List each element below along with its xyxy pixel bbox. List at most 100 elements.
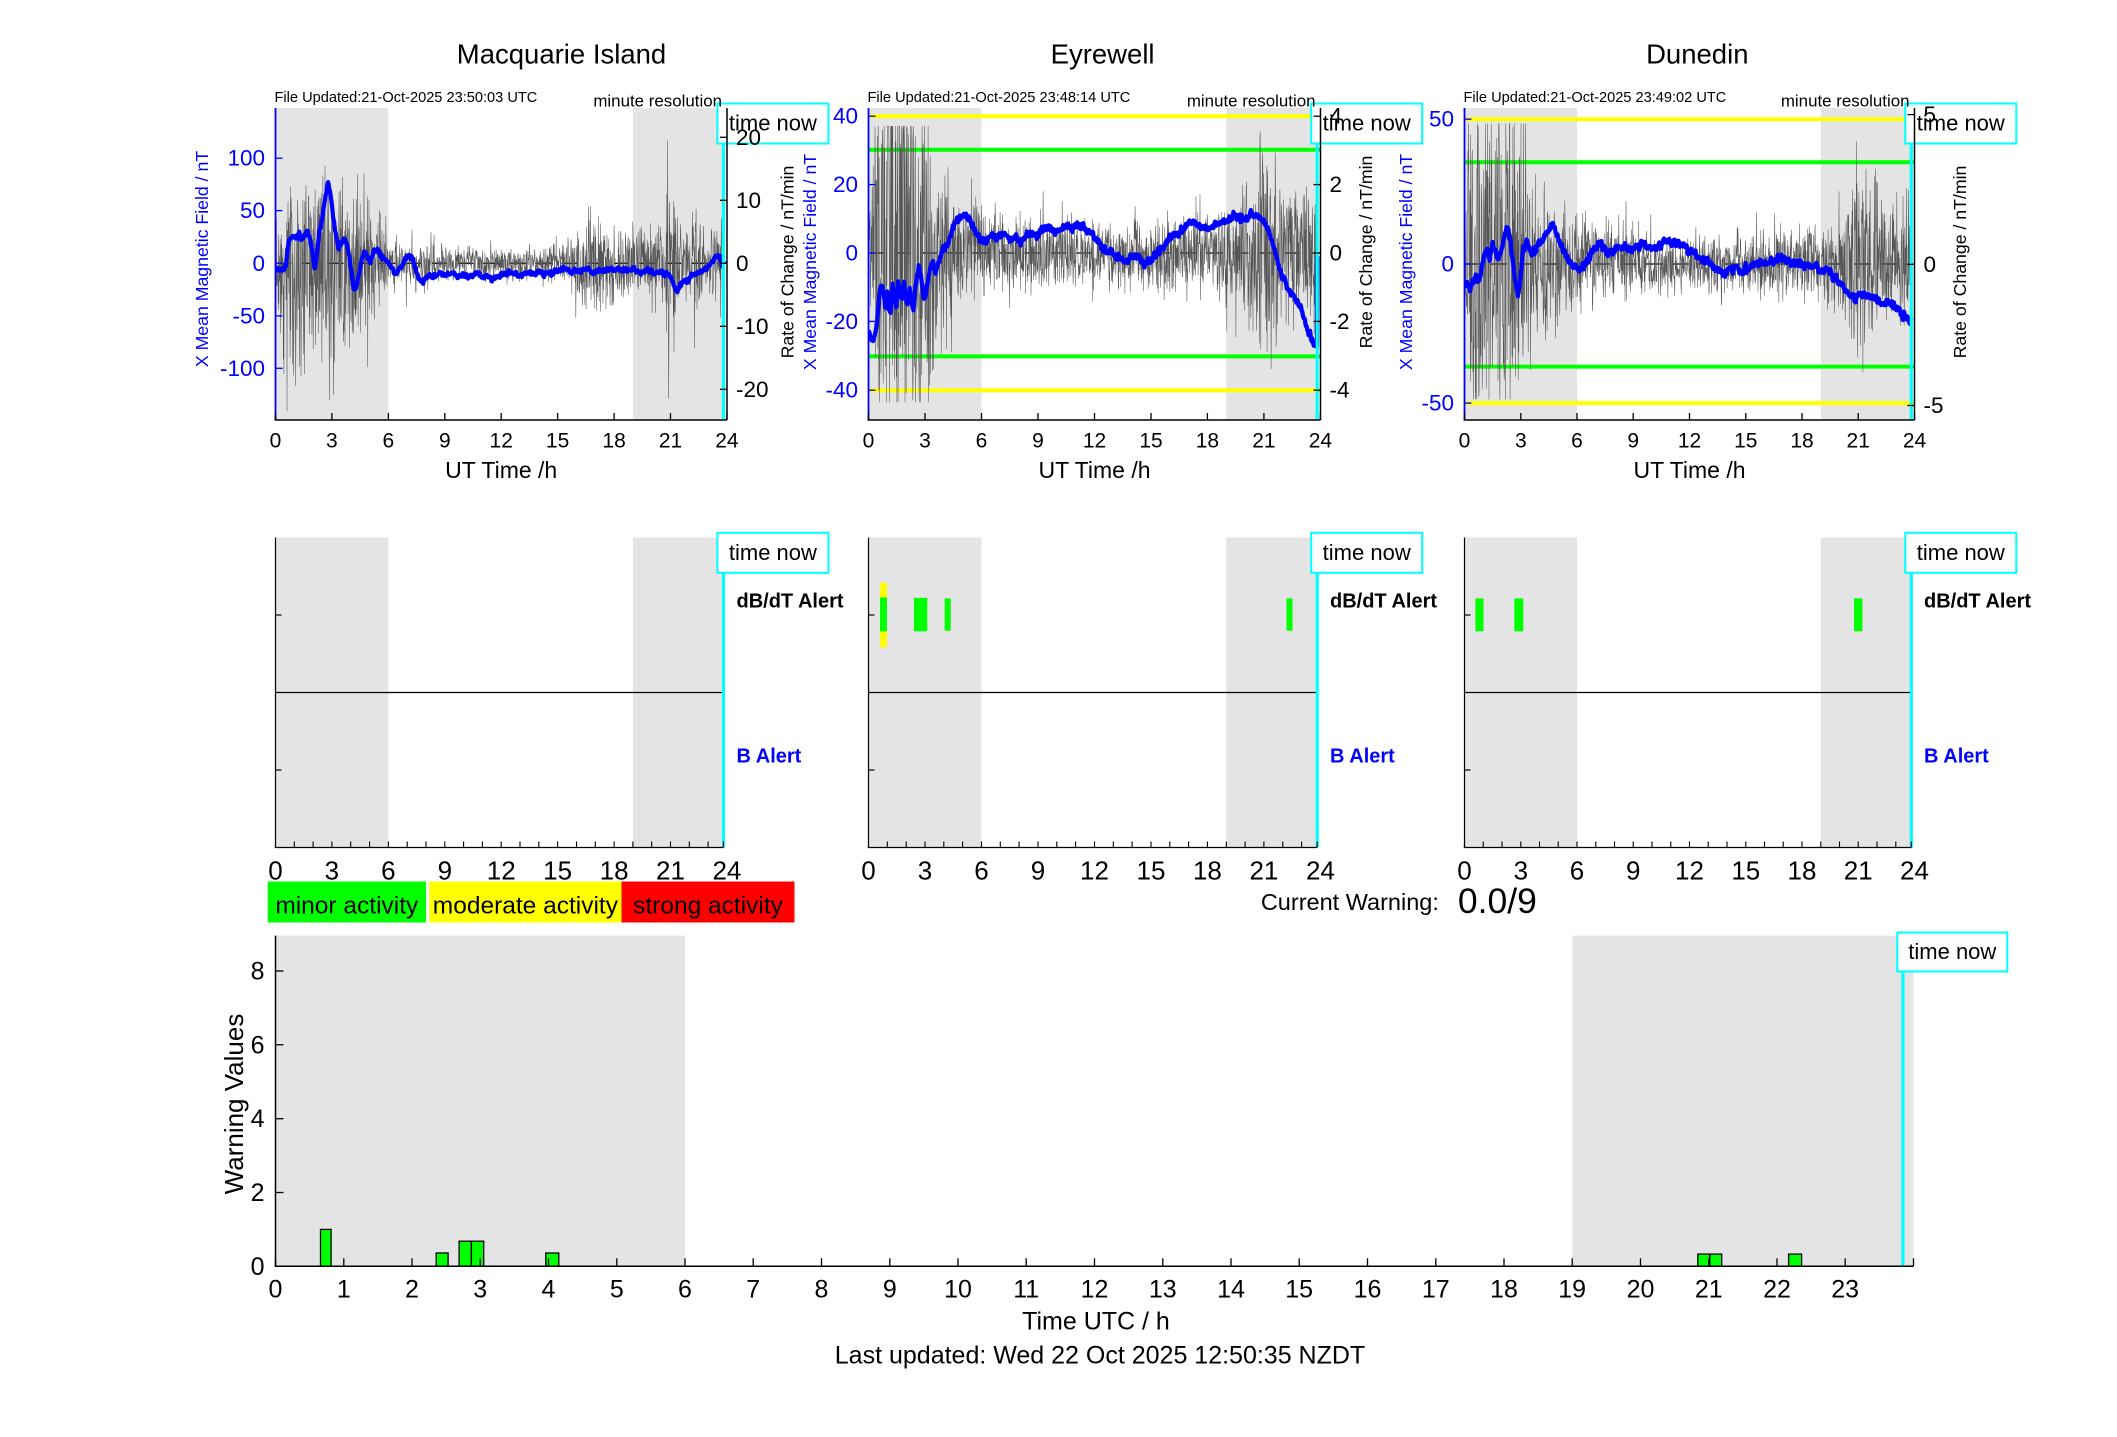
svg-text:Last updated: Wed 22 Oct 2025: Last updated: Wed 22 Oct 2025 12:50:35 N… <box>835 1342 1365 1370</box>
svg-text:24: 24 <box>712 856 741 886</box>
svg-text:0: 0 <box>251 1253 265 1281</box>
svg-text:3: 3 <box>325 856 339 886</box>
svg-text:12: 12 <box>1083 429 1106 452</box>
svg-text:Current Warning:: Current Warning: <box>1261 889 1439 915</box>
svg-text:0: 0 <box>1441 252 1454 277</box>
svg-text:21: 21 <box>656 856 685 886</box>
svg-text:15: 15 <box>543 856 572 886</box>
svg-text:minute resolution: minute resolution <box>1781 92 1910 111</box>
svg-text:22: 22 <box>1763 1276 1791 1304</box>
svg-text:9: 9 <box>439 429 451 452</box>
svg-text:11: 11 <box>1013 1276 1039 1304</box>
svg-text:0: 0 <box>252 251 265 276</box>
svg-text:-4: -4 <box>1330 378 1350 403</box>
svg-text:Time UTC / h: Time UTC / h <box>1022 1307 1170 1335</box>
svg-text:8: 8 <box>251 958 265 986</box>
svg-text:Warning Values: Warning Values <box>219 1014 249 1195</box>
svg-text:50: 50 <box>240 198 265 223</box>
svg-text:21: 21 <box>659 429 682 452</box>
svg-text:Rate of Change / nT/min: Rate of Change / nT/min <box>778 166 798 359</box>
svg-text:6: 6 <box>1571 429 1583 452</box>
svg-text:20: 20 <box>833 172 858 197</box>
svg-text:12: 12 <box>1081 1276 1109 1304</box>
svg-text:12: 12 <box>487 856 516 886</box>
svg-text:dB/dT Alert: dB/dT Alert <box>1924 590 2031 612</box>
svg-text:15: 15 <box>1731 856 1760 886</box>
svg-text:time now: time now <box>1917 540 2005 565</box>
svg-text:File Updated:21-Oct-2025 23:49: File Updated:21-Oct-2025 23:49:02 UTC <box>1464 90 1727 106</box>
svg-text:3: 3 <box>1514 856 1528 886</box>
svg-text:Eyrewell: Eyrewell <box>1051 38 1155 69</box>
svg-text:X Mean Magnetic Field / nT: X Mean Magnetic Field / nT <box>192 151 212 367</box>
svg-text:6: 6 <box>976 429 988 452</box>
svg-text:21: 21 <box>1249 856 1278 886</box>
svg-text:0.0/9: 0.0/9 <box>1458 881 1537 921</box>
svg-text:2: 2 <box>251 1179 265 1207</box>
svg-text:16: 16 <box>1354 1276 1382 1304</box>
svg-text:18: 18 <box>1790 429 1813 452</box>
svg-text:4: 4 <box>542 1276 556 1304</box>
svg-text:File Updated:21-Oct-2025 23:50: File Updated:21-Oct-2025 23:50:03 UTC <box>275 90 538 106</box>
svg-text:5: 5 <box>610 1276 624 1304</box>
svg-text:minor activity: minor activity <box>275 892 419 919</box>
svg-text:time now: time now <box>1908 939 1996 964</box>
svg-text:18: 18 <box>1788 856 1817 886</box>
svg-text:40: 40 <box>833 104 858 129</box>
svg-text:24: 24 <box>715 429 739 452</box>
svg-text:0: 0 <box>1459 429 1471 452</box>
svg-text:time now: time now <box>1323 111 1411 136</box>
svg-text:3: 3 <box>918 856 932 886</box>
svg-text:8: 8 <box>815 1276 829 1304</box>
svg-text:20: 20 <box>736 125 761 150</box>
svg-text:20: 20 <box>1627 1276 1655 1304</box>
svg-text:15: 15 <box>1734 429 1757 452</box>
svg-text:0: 0 <box>736 251 749 276</box>
svg-text:UT Time /h: UT Time /h <box>1633 457 1745 483</box>
svg-text:0: 0 <box>1330 241 1343 266</box>
svg-text:15: 15 <box>546 429 569 452</box>
svg-text:2: 2 <box>405 1276 419 1304</box>
svg-text:15: 15 <box>1137 856 1166 886</box>
svg-text:24: 24 <box>1306 856 1335 886</box>
svg-text:6: 6 <box>974 856 988 886</box>
svg-text:18: 18 <box>1196 429 1219 452</box>
svg-text:24: 24 <box>1900 856 1929 886</box>
svg-text:B Alert: B Alert <box>1924 745 1989 767</box>
svg-text:1: 1 <box>337 1276 351 1304</box>
svg-text:File Updated:21-Oct-2025 23:48: File Updated:21-Oct-2025 23:48:14 UTC <box>868 90 1131 106</box>
svg-text:12: 12 <box>490 429 513 452</box>
svg-text:Dunedin: Dunedin <box>1646 38 1748 69</box>
svg-text:-20: -20 <box>736 377 769 402</box>
svg-text:3: 3 <box>919 429 931 452</box>
svg-text:-50: -50 <box>1421 391 1454 416</box>
svg-text:0: 0 <box>268 856 282 886</box>
svg-text:24: 24 <box>1309 429 1333 452</box>
svg-text:dB/dT Alert: dB/dT Alert <box>737 590 844 612</box>
svg-text:6: 6 <box>251 1031 265 1059</box>
svg-text:-20: -20 <box>825 309 858 334</box>
svg-text:X Mean Magnetic Field / nT: X Mean Magnetic Field / nT <box>800 154 820 370</box>
svg-text:UT Time /h: UT Time /h <box>445 457 557 483</box>
svg-text:12: 12 <box>1678 429 1701 452</box>
svg-text:Macquarie Island: Macquarie Island <box>457 38 666 69</box>
svg-text:Rate of Change / nT/min: Rate of Change / nT/min <box>1950 166 1970 359</box>
svg-text:12: 12 <box>1675 856 1704 886</box>
svg-text:15: 15 <box>1285 1276 1313 1304</box>
svg-text:B Alert: B Alert <box>737 745 802 767</box>
svg-text:21: 21 <box>1847 429 1870 452</box>
svg-text:17: 17 <box>1422 1276 1450 1304</box>
svg-text:9: 9 <box>1626 856 1640 886</box>
svg-text:19: 19 <box>1558 1276 1586 1304</box>
svg-text:0: 0 <box>1924 252 1937 277</box>
svg-text:-5: -5 <box>1924 393 1944 418</box>
svg-text:7: 7 <box>746 1276 760 1304</box>
svg-text:dB/dT Alert: dB/dT Alert <box>1330 590 1437 612</box>
svg-text:UT Time /h: UT Time /h <box>1038 457 1150 483</box>
svg-text:9: 9 <box>1627 429 1639 452</box>
svg-text:6: 6 <box>383 429 395 452</box>
svg-text:9: 9 <box>438 856 452 886</box>
svg-text:moderate activity: moderate activity <box>433 892 619 919</box>
svg-text:4: 4 <box>251 1105 265 1133</box>
svg-text:5: 5 <box>1924 102 1937 127</box>
svg-text:9: 9 <box>1032 429 1044 452</box>
